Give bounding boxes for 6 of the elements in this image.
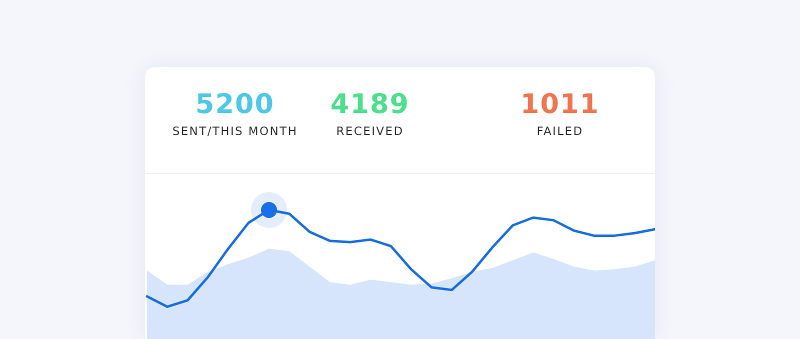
text: FAILED (536, 124, 584, 138)
text: RECEIVED (336, 124, 404, 138)
text: 5200 (194, 89, 276, 120)
text: 1011 (519, 89, 601, 120)
text: 4189 (329, 89, 411, 120)
text: SENT/THIS MONTH (171, 124, 299, 138)
